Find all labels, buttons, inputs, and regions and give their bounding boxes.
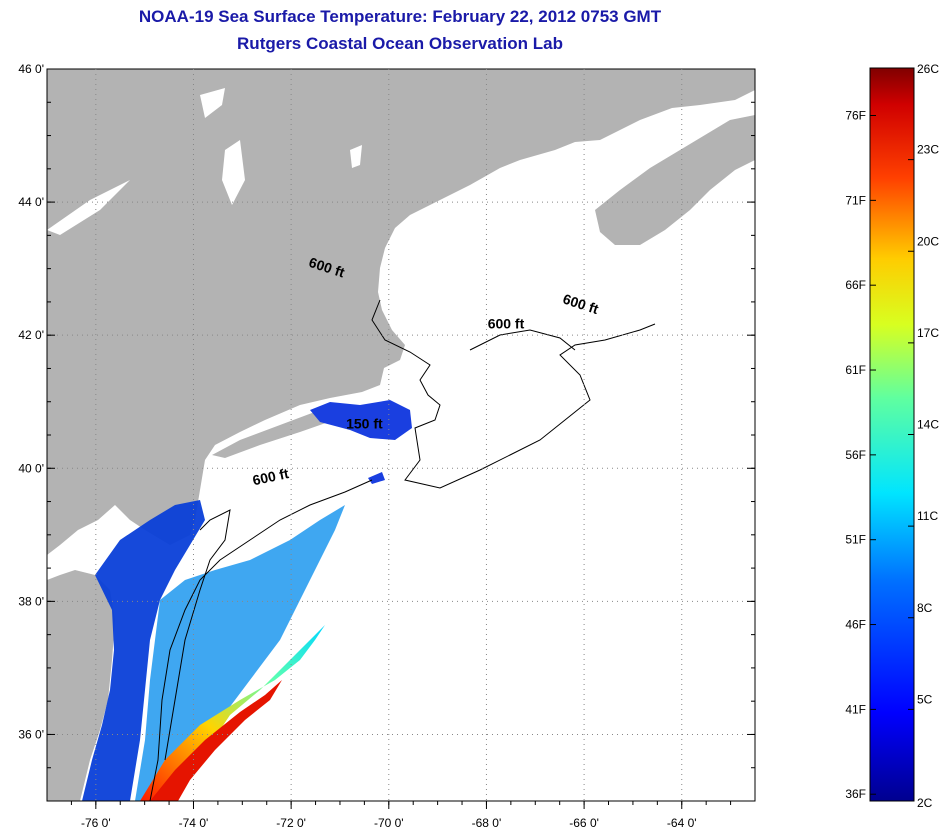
colorbar-fahrenheit-label: 66F <box>845 278 866 292</box>
lat-tick-label: 36 0' <box>18 727 44 741</box>
land-nova-scotia <box>595 115 755 245</box>
colorbar-celsius-label: 11C <box>917 509 938 523</box>
lake-2 <box>222 140 245 205</box>
colorbar-fahrenheit-label: 41F <box>845 702 866 716</box>
colorbar-celsius-label: 5C <box>917 692 933 706</box>
colorbar-fahrenheit-label: 36F <box>845 787 866 801</box>
lon-tick-label: -64 0' <box>667 816 697 830</box>
colorbar-fahrenheit-label: 61F <box>845 363 866 377</box>
sst-fleck <box>368 472 385 484</box>
sst-gulf-stream <box>140 625 325 801</box>
sst-cold-coastal <box>82 500 205 801</box>
colorbar-celsius-label: 14C <box>917 418 939 432</box>
map-subtitle: Rutgers Coastal Ocean Observation Lab <box>237 34 563 53</box>
land-long-island <box>212 408 345 458</box>
colorbar <box>869 67 915 802</box>
isobath-label: 600 ft <box>251 465 290 488</box>
colorbar-fahrenheit-label: 51F <box>845 533 866 547</box>
lon-tick-label: -68 0' <box>472 816 502 830</box>
isobath-label: 150 ft <box>346 415 383 431</box>
isobath-600ft-shelf <box>149 479 373 801</box>
colorbar-fahrenheit-label: 76F <box>845 109 866 123</box>
lon-tick-label: -72 0' <box>276 816 306 830</box>
land-mainland <box>47 69 755 555</box>
colorbar-fahrenheit-label: 71F <box>845 193 866 207</box>
colorbar-celsius-label: 20C <box>917 234 939 248</box>
lat-tick-label: 40 0' <box>18 461 44 475</box>
isobath-150ft <box>164 509 231 761</box>
colorbar-celsius-label: 17C <box>917 326 939 340</box>
map-title: NOAA-19 Sea Surface Temperature: Februar… <box>138 7 662 26</box>
lake-3 <box>47 180 130 235</box>
lon-tick-label: -66 0' <box>569 816 599 830</box>
lon-tick-label: -74 0' <box>179 816 209 830</box>
colorbar-fahrenheit-label: 56F <box>845 448 866 462</box>
lon-tick-label: -70 0' <box>374 816 404 830</box>
lat-tick-label: 38 0' <box>18 594 44 608</box>
graticule <box>47 68 755 809</box>
colorbar-fahrenheit-label: 46F <box>845 618 866 632</box>
lon-tick-label: -76 0' <box>81 816 111 830</box>
colorbar-celsius-label: 2C <box>917 796 933 810</box>
isobath-600ft-gulf-of-maine <box>371 299 656 489</box>
sst-mid-shelf <box>135 505 345 801</box>
colorbar-celsius-label: 26C <box>917 62 939 76</box>
lake-1 <box>200 88 225 118</box>
colorbar-celsius-label: 23C <box>917 143 939 157</box>
lake-4 <box>350 145 362 168</box>
isobath-label: 600 ft <box>488 316 525 332</box>
sst-warm-core <box>150 680 282 801</box>
sst-cape-cod-patch <box>310 400 412 440</box>
lat-tick-label: 46 0' <box>18 62 44 76</box>
isobath-inner-georges <box>469 329 576 351</box>
land-delmarva <box>47 570 115 801</box>
lat-tick-label: 44 0' <box>18 195 44 209</box>
colorbar-celsius-label: 8C <box>917 601 933 615</box>
lat-tick-label: 42 0' <box>18 328 44 342</box>
